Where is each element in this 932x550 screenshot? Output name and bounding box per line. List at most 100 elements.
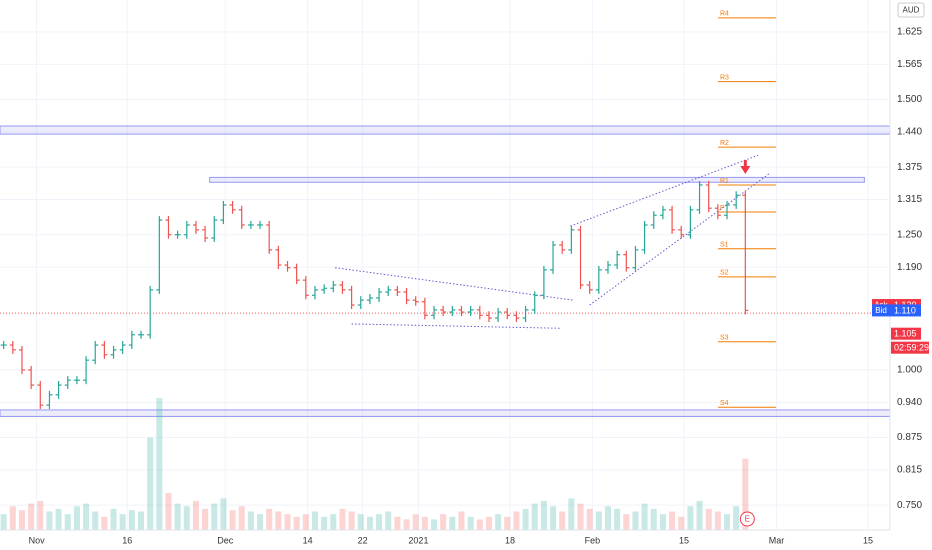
volume-bar [623, 514, 630, 530]
volume-bar [366, 516, 373, 530]
y-tick-label: 0.875 [897, 432, 922, 443]
y-tick-label: 0.750 [897, 500, 922, 511]
volume-bar [119, 514, 126, 530]
volume-bar [632, 511, 639, 530]
price-bar [266, 220, 273, 254]
price-bar [138, 330, 145, 339]
price-bar [604, 261, 611, 274]
price-bar [165, 216, 172, 239]
price-bar [440, 305, 447, 317]
volume-bar [92, 511, 99, 530]
pivot-label: S2 [720, 270, 729, 277]
volume-bar [376, 514, 383, 530]
volume-bar [330, 514, 337, 530]
price-bar [659, 205, 666, 220]
price-bar [357, 296, 364, 310]
volume-bar [449, 516, 456, 530]
y-tick-label: 0.815 [897, 465, 922, 476]
price-bar [504, 308, 511, 320]
pivot-label: R2 [720, 140, 729, 147]
volume-bar [348, 511, 355, 530]
volume-bar [522, 508, 529, 530]
pivot-label: S4 [720, 400, 729, 407]
volume-bar [128, 510, 135, 530]
pivot-label: R4 [720, 11, 729, 18]
volume-bar [385, 511, 392, 530]
y-tick-label: 0.940 [897, 397, 922, 408]
volume-bar [659, 514, 666, 530]
volume-bar [275, 511, 282, 530]
price-bar [705, 180, 712, 213]
volume-bar [614, 508, 621, 530]
volume-bar [403, 519, 410, 530]
volume-bar [440, 514, 447, 530]
price-bar [229, 200, 236, 214]
volume-bar [293, 516, 300, 530]
volume-bar [550, 506, 557, 530]
price-bar [302, 276, 309, 300]
volume-bar [156, 398, 163, 530]
volume-bar [458, 511, 465, 530]
price-bar [540, 265, 547, 300]
volume-bar [604, 506, 611, 530]
price-bar [366, 293, 373, 305]
price-bar [568, 225, 575, 254]
currency-box[interactable] [897, 2, 925, 18]
y-tick-label: 1.000 [897, 365, 922, 376]
volume-bar [202, 508, 209, 530]
price-bar [595, 265, 602, 294]
price-bar [513, 311, 520, 322]
price-bar [9, 341, 16, 354]
volume-bar [192, 500, 199, 530]
countdown: 02:59:29 [894, 343, 929, 353]
volume-bar [431, 519, 438, 530]
price-bar [449, 305, 456, 317]
price-bar [385, 285, 392, 297]
volume-bar [714, 511, 721, 530]
trendline [589, 172, 771, 306]
volume-bar [467, 516, 474, 530]
x-tick-label: 22 [358, 535, 368, 545]
price-bar [623, 250, 630, 272]
volume-bar [311, 511, 318, 530]
pivot-label: P [720, 205, 725, 212]
volume-bar [64, 514, 71, 530]
volume-bar [724, 514, 731, 530]
price-bar [714, 204, 721, 220]
x-tick-label: 18 [505, 535, 515, 545]
price-bar [458, 305, 465, 317]
price-bar [495, 308, 502, 322]
y-tick-label: 1.315 [897, 194, 922, 205]
price-bar [403, 288, 410, 305]
y-tick-label: 1.440 [897, 127, 922, 138]
price-bar [0, 341, 7, 350]
price-bar [174, 230, 181, 239]
volume-bar [257, 514, 264, 530]
price-bar [485, 311, 492, 322]
zone [0, 125, 891, 135]
x-tick-label: Dec [217, 535, 234, 545]
pivot-label: S1 [720, 242, 729, 249]
price-badge [891, 304, 921, 317]
price-bar [293, 263, 300, 285]
price-bar [586, 281, 593, 294]
event-label: E [745, 515, 750, 524]
volume-bar [559, 511, 566, 530]
price-bar [119, 341, 126, 354]
price-bar [641, 220, 648, 254]
volume-bar [531, 503, 538, 530]
signal-arrow [740, 160, 751, 174]
price-bar [559, 240, 566, 254]
volume-bar [476, 519, 483, 530]
price-bar [632, 245, 639, 272]
price-bar [669, 205, 676, 234]
volume-bar [678, 516, 685, 530]
x-tick-label: Feb [585, 535, 601, 545]
volume-bar [174, 503, 181, 530]
pivot-label: R3 [720, 75, 729, 82]
price-bar [614, 250, 621, 269]
price-badge-text: 1.105 [894, 329, 917, 339]
price-bar [678, 225, 685, 239]
volume-bar [247, 511, 254, 530]
